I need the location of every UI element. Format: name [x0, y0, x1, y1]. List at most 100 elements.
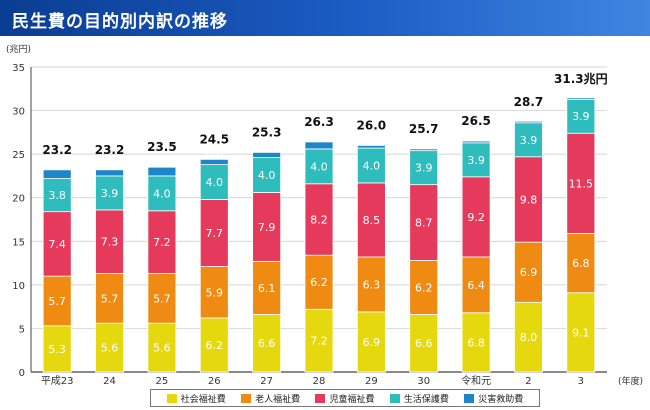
legend-label: 児童福祉費	[329, 394, 375, 405]
legend-label: 社会福祉費	[180, 394, 226, 405]
data-label: 5.7	[153, 292, 171, 305]
bar-segment	[199, 164, 229, 200]
bar-segment	[147, 175, 177, 212]
bar-segment	[566, 233, 596, 294]
bar-segment	[42, 275, 72, 327]
total-label: 23.2	[95, 143, 125, 157]
data-label: 9.2	[467, 211, 485, 224]
data-label: 8.0	[520, 331, 538, 344]
x-tick-label: 28	[313, 376, 326, 387]
data-label: 7.7	[206, 227, 224, 240]
legend-item: 災害救助費	[464, 392, 523, 405]
bar-segment	[514, 301, 543, 373]
legend-label: 老人福祉費	[255, 394, 301, 405]
data-label: 4.0	[363, 159, 381, 172]
data-label: 9.8	[520, 193, 538, 206]
bar-segment	[356, 147, 386, 184]
y-tick-label: 15	[12, 237, 25, 248]
legend-label: 生活保護費	[403, 394, 449, 405]
y-tick-label: 5	[19, 324, 25, 335]
x-axis-unit-label: (年度)	[618, 375, 643, 387]
data-label: 6.2	[206, 339, 224, 352]
total-label: 28.7	[514, 95, 544, 109]
bar-segment	[42, 169, 72, 179]
data-label: 5.7	[101, 292, 119, 305]
data-label: 3.9	[467, 154, 485, 167]
page-title: 民生費の目的別内訳の推移	[12, 12, 228, 32]
x-tick-label: 27	[260, 376, 273, 387]
data-label: 5.3	[48, 343, 66, 356]
total-label: 31.3兆円	[554, 71, 608, 86]
bar-segment	[199, 158, 229, 166]
legend-swatch	[315, 393, 326, 403]
x-tick-label: 30	[417, 376, 430, 387]
data-label: 0.0	[572, 86, 590, 99]
bar-segment	[252, 157, 282, 193]
legend-item: 児童福祉費	[315, 392, 374, 405]
x-tick-label: 25	[156, 376, 169, 387]
stacked-bar-chart: 05101520253035(兆円)(年度)5.35.77.43.81.023.…	[6, 44, 643, 387]
total-label: 23.5	[147, 140, 177, 154]
data-label: 0.2	[415, 137, 433, 150]
total-label: 25.7	[409, 122, 439, 136]
data-label: 3.8	[48, 189, 66, 202]
data-label: 4.0	[310, 160, 328, 173]
bar-segment	[147, 210, 177, 274]
data-label: 0.1	[520, 109, 538, 122]
y-tick-label: 0	[19, 368, 25, 379]
data-label: 7.2	[153, 236, 171, 249]
bar-segment	[147, 322, 177, 373]
legend-swatch	[464, 393, 475, 403]
y-tick-label: 20	[12, 194, 25, 205]
bar-segment	[566, 97, 596, 100]
chart-legend: 社会福祉費 老人福祉費 児童福祉費 生活保護費 災害救助費	[150, 389, 540, 407]
data-label: 0.3	[363, 133, 381, 146]
data-label: 6.8	[572, 257, 590, 270]
bar-segment	[252, 192, 282, 262]
data-label: 6.3	[363, 278, 381, 291]
bar-segment	[566, 292, 596, 373]
bar-segment	[95, 273, 124, 324]
data-label: 6.4	[467, 279, 485, 292]
bar-segment	[566, 132, 596, 234]
data-label: 0.6	[258, 140, 276, 153]
x-tick-label: 29	[365, 376, 378, 387]
bar-segment	[566, 98, 596, 134]
bar-segment	[514, 122, 543, 158]
data-label: 4.0	[206, 176, 224, 189]
bar-segment	[409, 148, 439, 152]
bar-segment	[252, 260, 282, 315]
total-label: 24.5	[199, 132, 229, 146]
data-label: 6.6	[415, 337, 433, 350]
data-label: 9.1	[572, 326, 590, 339]
y-tick-label: 30	[12, 107, 25, 118]
bar-segment	[252, 314, 282, 373]
data-label: 7.3	[101, 236, 119, 249]
bar-segment	[199, 199, 229, 267]
data-label: 7.4	[48, 238, 66, 251]
total-label: 26.3	[304, 115, 334, 129]
data-label: 6.9	[520, 266, 538, 279]
legend-item: 生活保護費	[389, 392, 449, 405]
x-tick-label: 令和元	[461, 374, 491, 387]
x-tick-label: 3	[578, 376, 584, 387]
y-tick-label: 25	[12, 150, 25, 161]
data-label: 6.1	[258, 282, 276, 295]
bar-segment	[356, 256, 386, 313]
legend-swatch	[389, 393, 400, 403]
legend-swatch	[241, 393, 252, 403]
data-label: 1.0	[48, 158, 66, 171]
data-label: 6.9	[363, 336, 381, 349]
data-label: 0.2	[467, 129, 485, 142]
total-label: 23.2	[42, 143, 72, 157]
total-label: 26.0	[357, 118, 387, 132]
bar-segment	[514, 241, 543, 303]
x-tick-label: 2	[525, 376, 531, 387]
data-label: 8.5	[363, 214, 381, 227]
legend-item: 老人福祉費	[241, 392, 300, 405]
bar-segment	[304, 148, 334, 185]
data-label: 0.8	[310, 130, 328, 143]
total-label: 26.5	[461, 114, 491, 128]
data-label: 3.9	[520, 134, 538, 147]
total-label: 25.3	[252, 125, 282, 139]
